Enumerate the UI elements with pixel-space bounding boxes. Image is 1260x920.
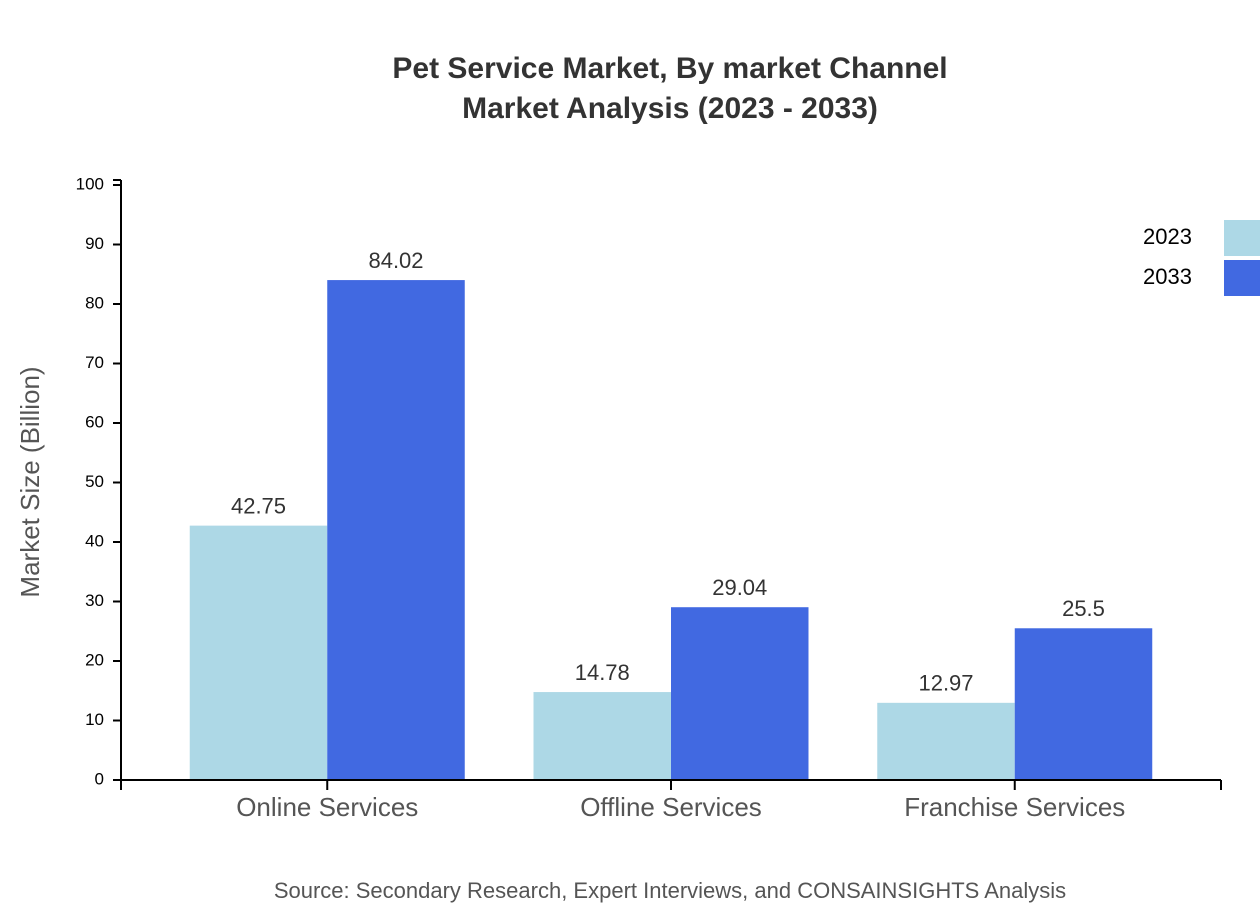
- y-tick-label: 50: [85, 472, 104, 491]
- bar: [533, 692, 671, 780]
- value-label: 42.75: [231, 493, 286, 518]
- legend-swatch: [1224, 220, 1260, 256]
- y-tick-label: 10: [85, 710, 104, 729]
- legend-label: 2023: [1143, 224, 1192, 249]
- bar: [189, 525, 328, 780]
- legend-label: 2033: [1143, 264, 1192, 289]
- y-tick-label: 30: [85, 591, 104, 610]
- value-label: 12.97: [918, 671, 973, 696]
- y-tick-label: 80: [85, 293, 104, 312]
- y-tick-label: 70: [85, 353, 104, 372]
- value-label: 29.04: [712, 575, 767, 600]
- legend-swatch: [1224, 260, 1260, 296]
- y-tick-label: 20: [85, 650, 104, 669]
- bar: [1014, 628, 1153, 780]
- bar: [877, 702, 1015, 780]
- source-note: Source: Secondary Research, Expert Inter…: [274, 878, 1066, 903]
- y-tick-label: 60: [85, 412, 104, 431]
- bar: [671, 607, 809, 780]
- value-label: 14.78: [575, 660, 630, 685]
- x-tick-label: Franchise Services: [904, 792, 1125, 822]
- y-tick-label: 0: [95, 769, 104, 788]
- value-label: 25.5: [1062, 596, 1105, 621]
- x-tick-label: Online Services: [236, 792, 418, 822]
- y-tick-label: 100: [76, 174, 104, 193]
- x-tick-label: Offline Services: [580, 792, 762, 822]
- value-label: 84.02: [368, 248, 423, 273]
- bar: [327, 280, 465, 780]
- chart-title: Pet Service Market, By market Channel: [392, 52, 947, 85]
- y-axis-label: Market Size (Billion): [15, 366, 45, 597]
- y-tick-label: 40: [85, 531, 104, 550]
- chart-subtitle: Market Analysis (2023 - 2033): [462, 92, 878, 125]
- y-tick-label: 90: [85, 234, 104, 253]
